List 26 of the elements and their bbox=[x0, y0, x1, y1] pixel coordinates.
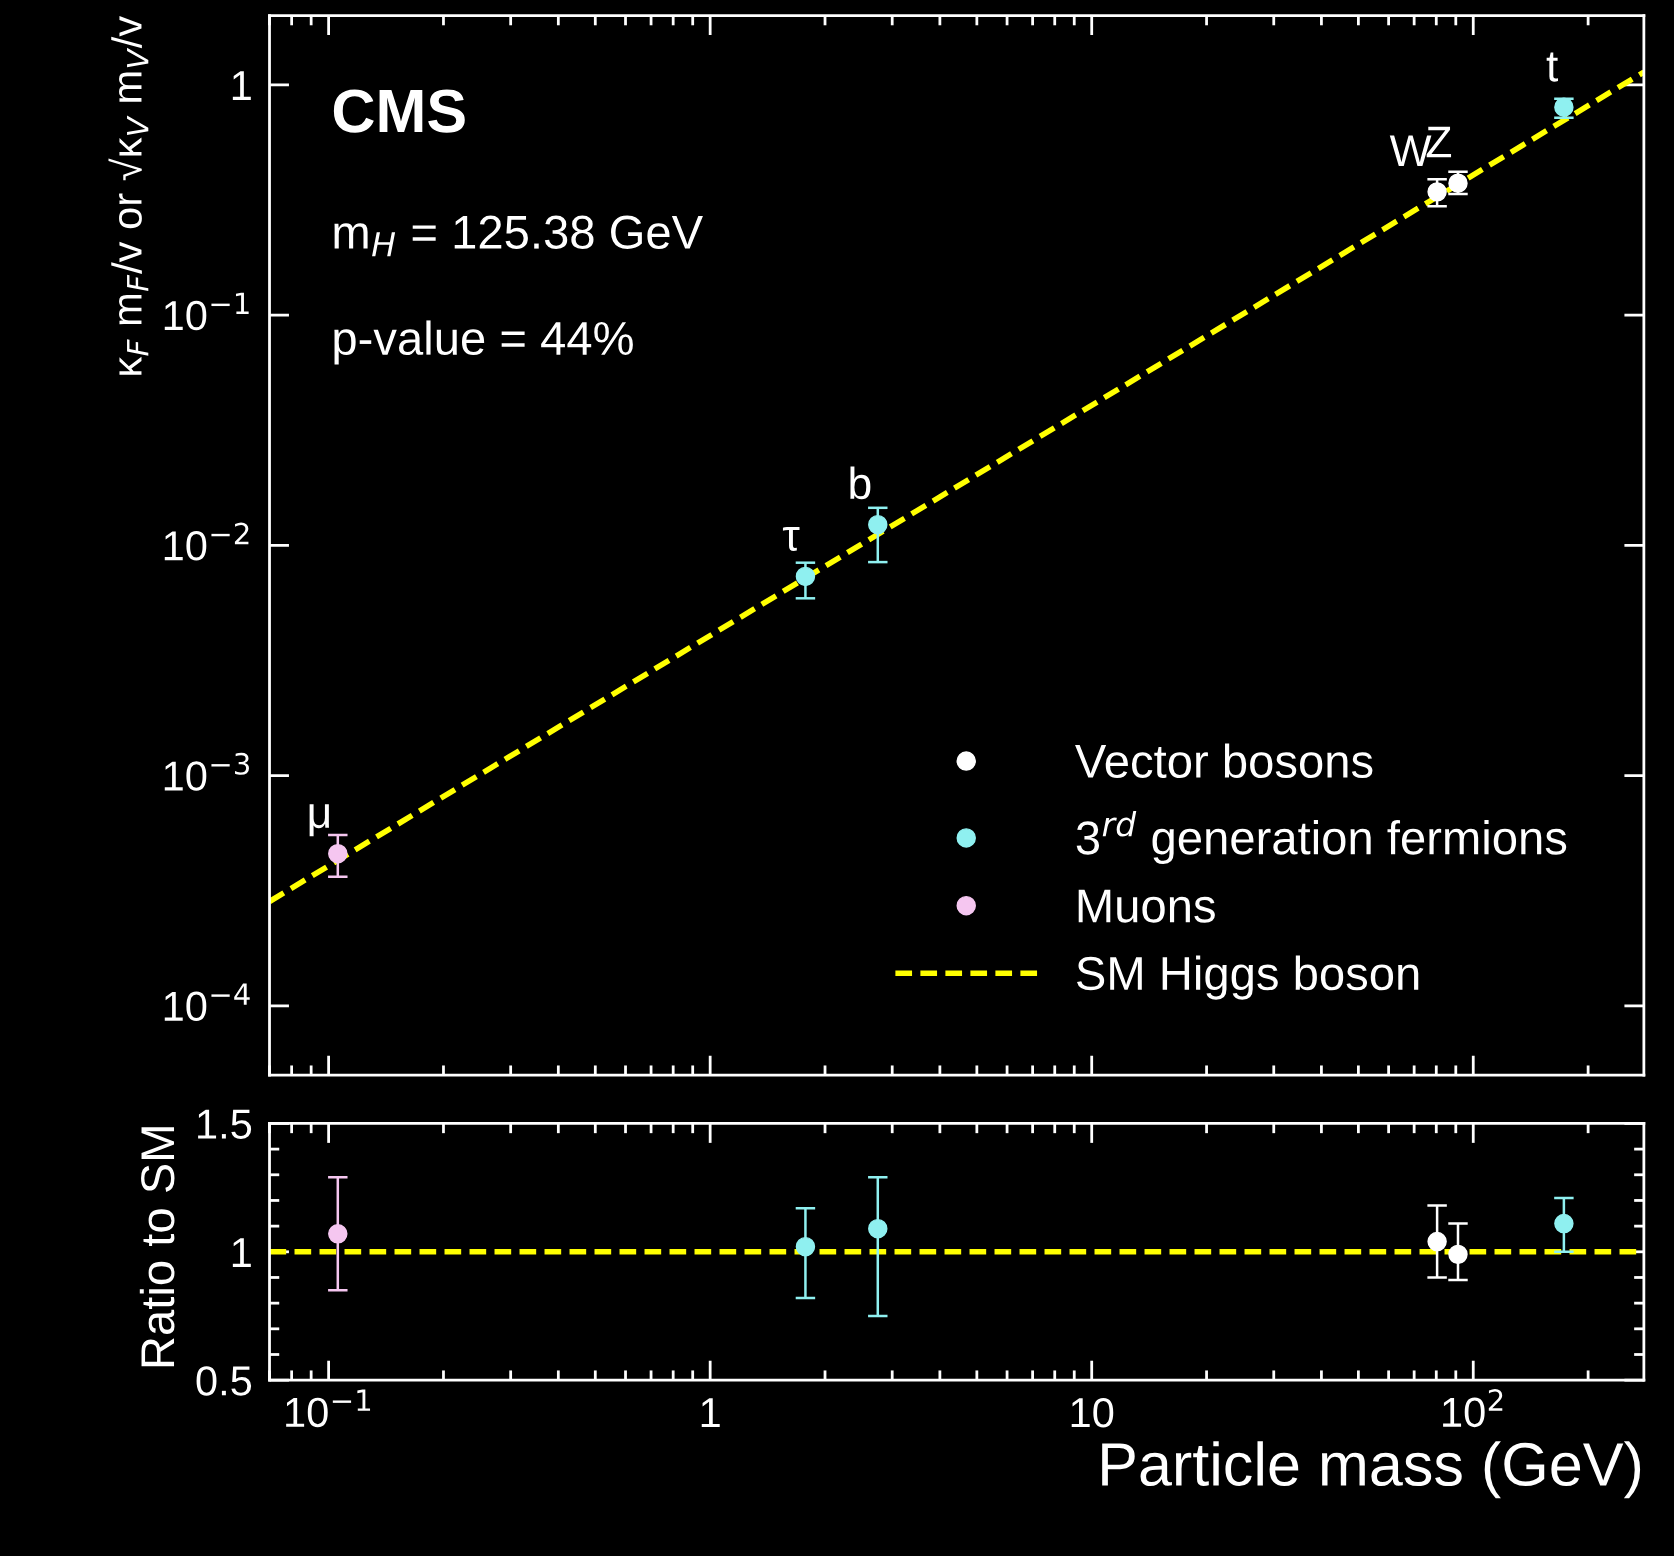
x-axis-title: Particle mass (GeV) bbox=[1102, 1441, 1641, 1499]
y-tick-label: 1 bbox=[232, 71, 251, 100]
annotation: b bbox=[850, 466, 871, 500]
y-tick-label: 1 bbox=[232, 1238, 251, 1267]
x-tick-label: 10$^{−1}$ bbox=[286, 1389, 371, 1428]
y-tick-label: 10$^{−1}$ bbox=[164, 292, 249, 331]
y-axis-title: Ratio to SM bbox=[139, 1127, 175, 1367]
annotation: p-value = 44% bbox=[334, 320, 633, 365]
y-tick-label: 10$^{−4}$ bbox=[164, 983, 250, 1022]
legend-label: 3$^{rd}$ generation fermions bbox=[1076, 811, 1567, 865]
annotation: m$_{H}$ = 125.38 GeV bbox=[334, 215, 703, 257]
legend-label: Muons bbox=[1078, 889, 1215, 923]
x-tick-label: 10$^{2}$ bbox=[1443, 1389, 1503, 1428]
annotation: τ bbox=[782, 527, 800, 551]
y-tick-label: 0.5 bbox=[196, 1366, 252, 1396]
x-tick-label: 1 bbox=[701, 1398, 720, 1428]
y-tick-label: 1.5 bbox=[198, 1109, 252, 1139]
text: κ$_{F}$ m$_{F}$/v or √κ$_{V}$ m$_{V}$/v bbox=[108, 16, 149, 375]
y-tick-label: 10$^{−3}$ bbox=[164, 752, 249, 791]
annotation: t bbox=[1546, 52, 1559, 82]
legend-label: Vector bosons bbox=[1075, 743, 1373, 779]
x-tick-label: 10 bbox=[1071, 1397, 1114, 1428]
y-tick-label: 10$^{−2}$ bbox=[164, 522, 249, 561]
annotation: CMS bbox=[333, 89, 465, 133]
legend-label: SM Higgs boson bbox=[1076, 955, 1419, 1000]
annotation: μ bbox=[309, 804, 329, 837]
